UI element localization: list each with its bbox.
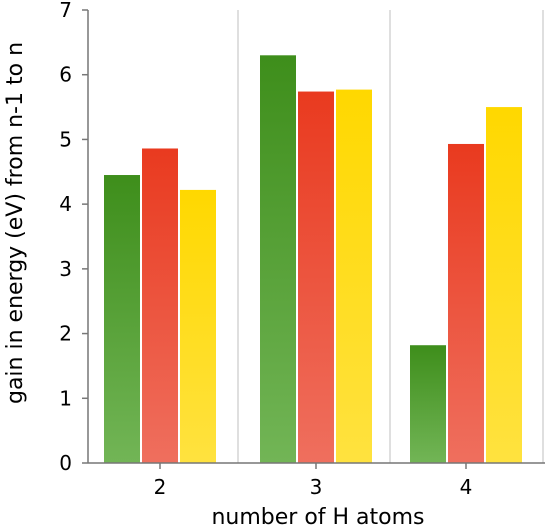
y-tick-label-3: 3 — [59, 257, 72, 281]
bar-4-series-2 — [448, 143, 484, 464]
x-tick-labels: 2 3 4 — [154, 475, 473, 499]
y-tick-label-6: 6 — [59, 63, 72, 87]
y-tick-label-1: 1 — [59, 386, 72, 410]
bar-2-series-3 — [180, 189, 216, 464]
bar-2-series-1 — [104, 175, 140, 463]
bar-4-series-1 — [410, 345, 446, 463]
y-tick-label-7: 7 — [59, 0, 72, 22]
y-tick-label-5: 5 — [59, 127, 72, 151]
y-tick-labels: 0 1 2 3 4 5 6 7 — [59, 0, 72, 475]
bar-4-series-3 — [486, 107, 522, 464]
grid-layer — [237, 10, 544, 463]
y-axis-title: gain in energy (eV) from n-1 to n — [3, 42, 28, 404]
x-axis-title: number of H atoms — [211, 505, 424, 525]
bar-3-series-2 — [298, 91, 334, 463]
y-tick-label-4: 4 — [59, 192, 72, 216]
bar-3-series-3 — [336, 89, 372, 463]
x-tick-label-4: 4 — [460, 475, 473, 499]
bar-3-series-1 — [260, 55, 296, 464]
y-tick-label-0: 0 — [59, 451, 72, 475]
axis-layer — [82, 9, 545, 469]
y-tick-label-2: 2 — [59, 322, 72, 346]
x-tick-label-2: 2 — [154, 475, 167, 499]
bar-2-series-2 — [142, 148, 178, 463]
bars-layer — [104, 55, 522, 464]
x-tick-label-3: 3 — [310, 475, 323, 499]
